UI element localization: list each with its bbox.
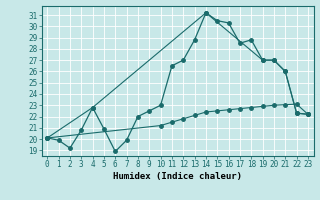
- X-axis label: Humidex (Indice chaleur): Humidex (Indice chaleur): [113, 172, 242, 181]
